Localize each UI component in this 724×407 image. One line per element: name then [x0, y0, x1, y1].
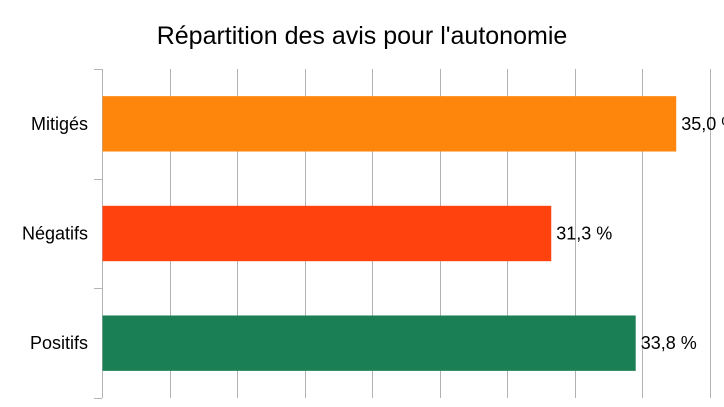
labels: Mitigés 35,0 % Négatifs 31,3 % Positifs 33,8 …	[22, 114, 724, 353]
y-axis	[94, 69, 103, 399]
data-label: 33,8 %	[641, 333, 697, 353]
chart-title: Répartition des avis pour l'autonomie	[156, 22, 568, 50]
bar-2	[102, 205, 552, 262]
bars	[102, 96, 677, 371]
category-label: Mitigés	[31, 114, 88, 134]
data-label: 35,0 %	[681, 114, 724, 134]
data-label: 31,3 %	[556, 224, 612, 244]
bar-1	[102, 96, 677, 152]
category-label: Positifs	[30, 333, 88, 353]
bar-3	[102, 315, 636, 371]
category-label: Négatifs	[22, 224, 88, 244]
